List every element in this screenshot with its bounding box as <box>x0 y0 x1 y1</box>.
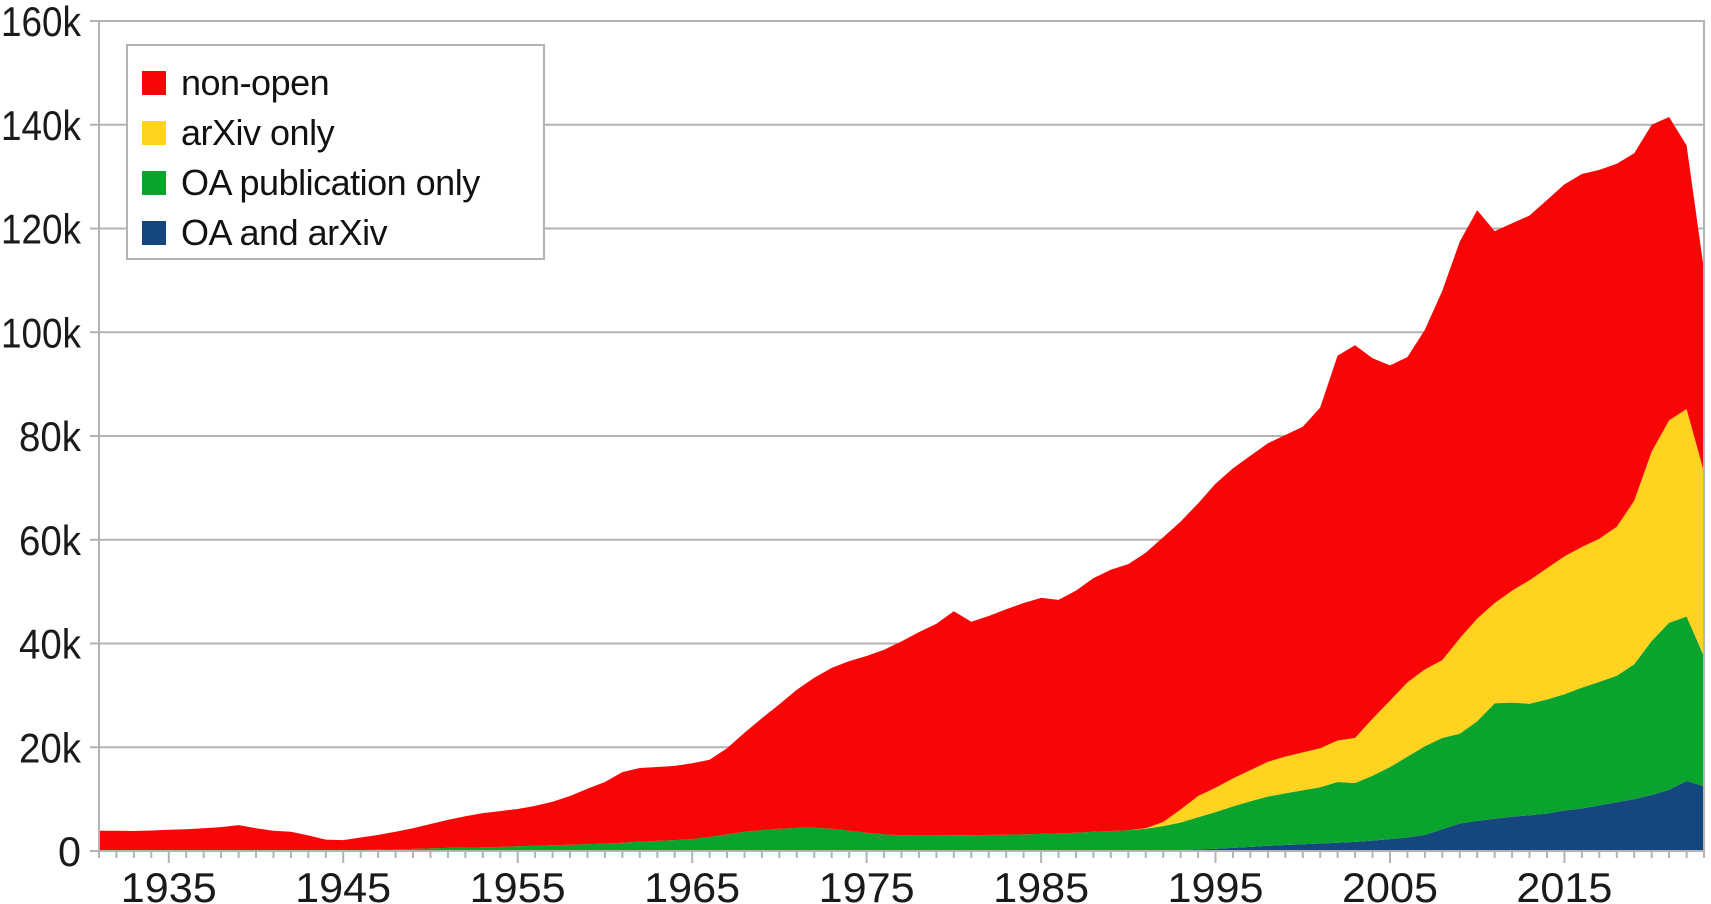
y-tick-labels: 0 20k 40k 60k 80k 100k 120k 140k 160k <box>1 0 82 875</box>
x-tick-label: 1975 <box>819 864 915 904</box>
y-tick-label: 40k <box>19 621 82 668</box>
legend-label: OA publication only <box>181 162 480 203</box>
legend-item-non-open: non-open <box>142 58 533 108</box>
y-tick-label: 60k <box>19 517 82 564</box>
y-tick-label: 20k <box>19 724 82 771</box>
x-tick-label: 1985 <box>993 864 1089 904</box>
legend-swatch-oa-publication-only <box>142 171 166 195</box>
y-tick-label: 140k <box>1 102 82 149</box>
legend-item-oa-and-arxiv: OA and arXiv <box>142 208 533 258</box>
x-tick-label: 1945 <box>295 864 391 904</box>
y-tick-label: 80k <box>19 413 82 460</box>
area-non-open <box>99 117 1704 851</box>
y-tick-label: 0 <box>58 828 81 875</box>
y-tick-label: 160k <box>1 0 82 45</box>
x-tick-label: 1955 <box>470 864 566 904</box>
legend-item-oa-publication-only: OA publication only <box>142 158 533 208</box>
x-tick-label: 2005 <box>1342 864 1438 904</box>
area-oa-publication-only <box>99 616 1704 851</box>
y-tick-label: 100k <box>1 309 82 356</box>
legend-swatch-arxiv-only <box>142 121 166 145</box>
x-tick-label: 2015 <box>1516 864 1612 904</box>
legend-label: OA and arXiv <box>181 212 388 253</box>
legend-label: non-open <box>181 62 330 103</box>
legend-label: arXiv only <box>181 112 335 153</box>
x-tick-label: 1995 <box>1168 864 1264 904</box>
legend: non-open arXiv only OA publication only … <box>126 44 545 260</box>
x-tick-labels: 1935 1945 1955 1965 1975 1985 1995 2005 2015 <box>121 864 1613 904</box>
legend-item-arxiv-only: arXiv only <box>142 108 533 158</box>
y-ticks <box>90 20 99 852</box>
y-tick-label: 120k <box>1 206 82 253</box>
legend-swatch-oa-and-arxiv <box>142 221 166 245</box>
legend-swatch-non-open <box>142 71 166 95</box>
x-ticks <box>98 851 1705 863</box>
x-tick-label: 1965 <box>644 864 740 904</box>
area-oa-and-arxiv <box>99 781 1704 851</box>
x-tick-label: 1935 <box>121 864 217 904</box>
